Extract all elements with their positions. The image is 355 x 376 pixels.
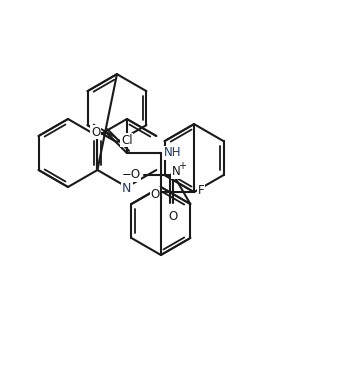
- Text: O: O: [151, 188, 160, 201]
- Text: O: O: [169, 211, 178, 223]
- Text: NH: NH: [164, 147, 181, 159]
- Text: N: N: [172, 165, 181, 178]
- Text: O: O: [91, 126, 100, 139]
- Text: N: N: [122, 182, 132, 194]
- Text: F: F: [198, 183, 205, 197]
- Text: +: +: [178, 161, 186, 171]
- Text: Cl: Cl: [121, 133, 132, 147]
- Text: −O: −O: [121, 168, 141, 181]
